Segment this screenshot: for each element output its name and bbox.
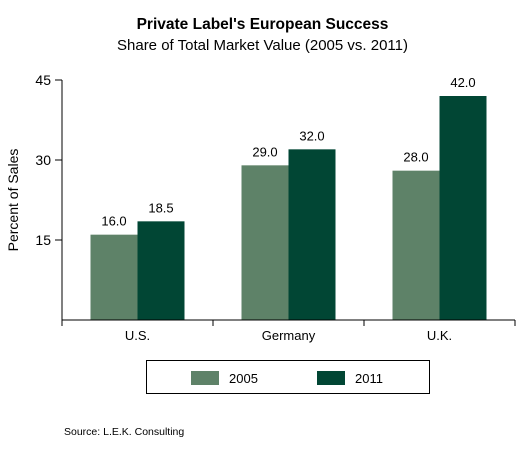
- legend-swatch-2011: [317, 371, 345, 385]
- value-label-u-s-2011: 18.5: [148, 200, 173, 215]
- bar-u-s-2005: [90, 234, 138, 320]
- y-tick-label-15: 15: [35, 232, 51, 248]
- bar-u-k-2011: [439, 96, 487, 320]
- bar-u-s-2011: [137, 221, 185, 320]
- x-tick-label-germany: Germany: [262, 328, 316, 343]
- legend-label-2011: 2011: [355, 370, 383, 386]
- legend-item-2005: 2005: [191, 370, 258, 386]
- y-tick-label-45: 45: [35, 72, 51, 88]
- legend-label-2005: 2005: [229, 370, 258, 386]
- value-label-u-s-2005: 16.0: [101, 214, 126, 229]
- y-tick-label-30: 30: [35, 152, 51, 168]
- x-tick-label-u-k: U.K.: [427, 328, 452, 343]
- bar-u-k-2005: [392, 170, 440, 320]
- chart-legend: 2005 2011: [146, 360, 430, 394]
- x-tick-label-u-s: U.S.: [125, 328, 150, 343]
- value-label-u-k-2005: 28.0: [403, 150, 428, 165]
- chart-title: Private Label's European Success: [136, 16, 389, 33]
- source-note: Source: L.E.K. Consulting: [64, 426, 185, 438]
- bar-germany-2005: [241, 165, 289, 320]
- value-label-germany-2005: 29.0: [252, 144, 277, 159]
- bar-germany-2011: [288, 149, 336, 320]
- legend-item-2011: 2011: [317, 370, 383, 386]
- value-label-germany-2011: 32.0: [299, 128, 324, 143]
- chart-subtitle: Share of Total Market Value (2005 vs. 20…: [117, 37, 408, 54]
- y-axis-label: Percent of Sales: [5, 149, 21, 252]
- value-label-u-k-2011: 42.0: [450, 75, 475, 90]
- legend-swatch-2005: [191, 371, 219, 385]
